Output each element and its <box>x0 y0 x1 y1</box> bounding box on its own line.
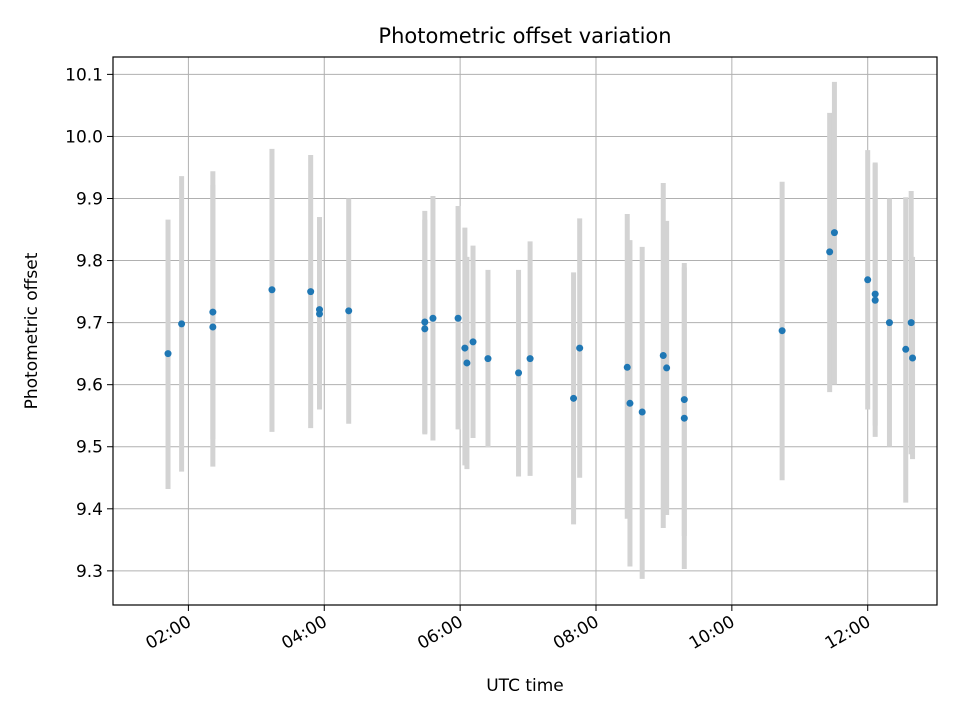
data-point <box>680 414 688 422</box>
data-point <box>454 314 462 322</box>
y-axis: 9.3 9.4 9.5 9.6 9.7 9.8 9.9 10.0 10.1 <box>65 65 113 582</box>
data-point <box>826 248 834 256</box>
y-tick-label: 9.4 <box>76 500 103 520</box>
x-axis-title: UTC time <box>486 676 564 696</box>
data-point <box>576 344 584 352</box>
data-point <box>515 369 523 377</box>
y-tick-label: 9.9 <box>76 189 103 209</box>
data-point <box>164 350 172 358</box>
data-point <box>268 286 276 294</box>
data-point <box>345 307 353 315</box>
data-point <box>680 396 688 404</box>
chart-title: Photometric offset variation <box>378 24 671 48</box>
y-tick-label: 10.1 <box>65 65 103 85</box>
data-point <box>902 345 910 353</box>
data-point <box>778 327 786 335</box>
data-point <box>429 314 437 322</box>
data-point <box>623 363 631 371</box>
data-point <box>316 310 324 318</box>
y-tick-label: 9.8 <box>76 252 103 272</box>
y-axis-title: Photometric offset <box>22 252 42 409</box>
data-point <box>659 352 667 360</box>
data-point <box>307 288 315 296</box>
data-point <box>871 296 879 304</box>
data-point <box>178 320 186 328</box>
y-tick-label: 10.0 <box>65 127 103 147</box>
data-point <box>461 344 469 352</box>
data-point <box>526 355 534 363</box>
data-point <box>830 229 838 237</box>
data-point <box>871 290 879 298</box>
data-point <box>421 318 429 326</box>
data-point <box>463 359 471 367</box>
y-tick-label: 9.3 <box>76 562 103 582</box>
data-point <box>570 394 578 402</box>
data-point <box>885 319 893 327</box>
y-tick-label: 9.5 <box>76 438 103 458</box>
y-tick-label: 9.6 <box>76 376 103 396</box>
data-point <box>421 325 429 333</box>
y-tick-label: 9.7 <box>76 314 103 334</box>
data-point <box>626 399 634 407</box>
plot-area-frame <box>112 56 938 606</box>
data-point <box>469 338 477 346</box>
data-point <box>907 319 915 327</box>
data-points <box>164 229 917 422</box>
data-point <box>864 276 872 284</box>
data-point <box>909 354 917 362</box>
data-point <box>484 355 492 363</box>
data-point <box>209 323 217 331</box>
data-point <box>663 364 671 372</box>
data-point <box>638 408 646 416</box>
data-point <box>209 308 217 316</box>
